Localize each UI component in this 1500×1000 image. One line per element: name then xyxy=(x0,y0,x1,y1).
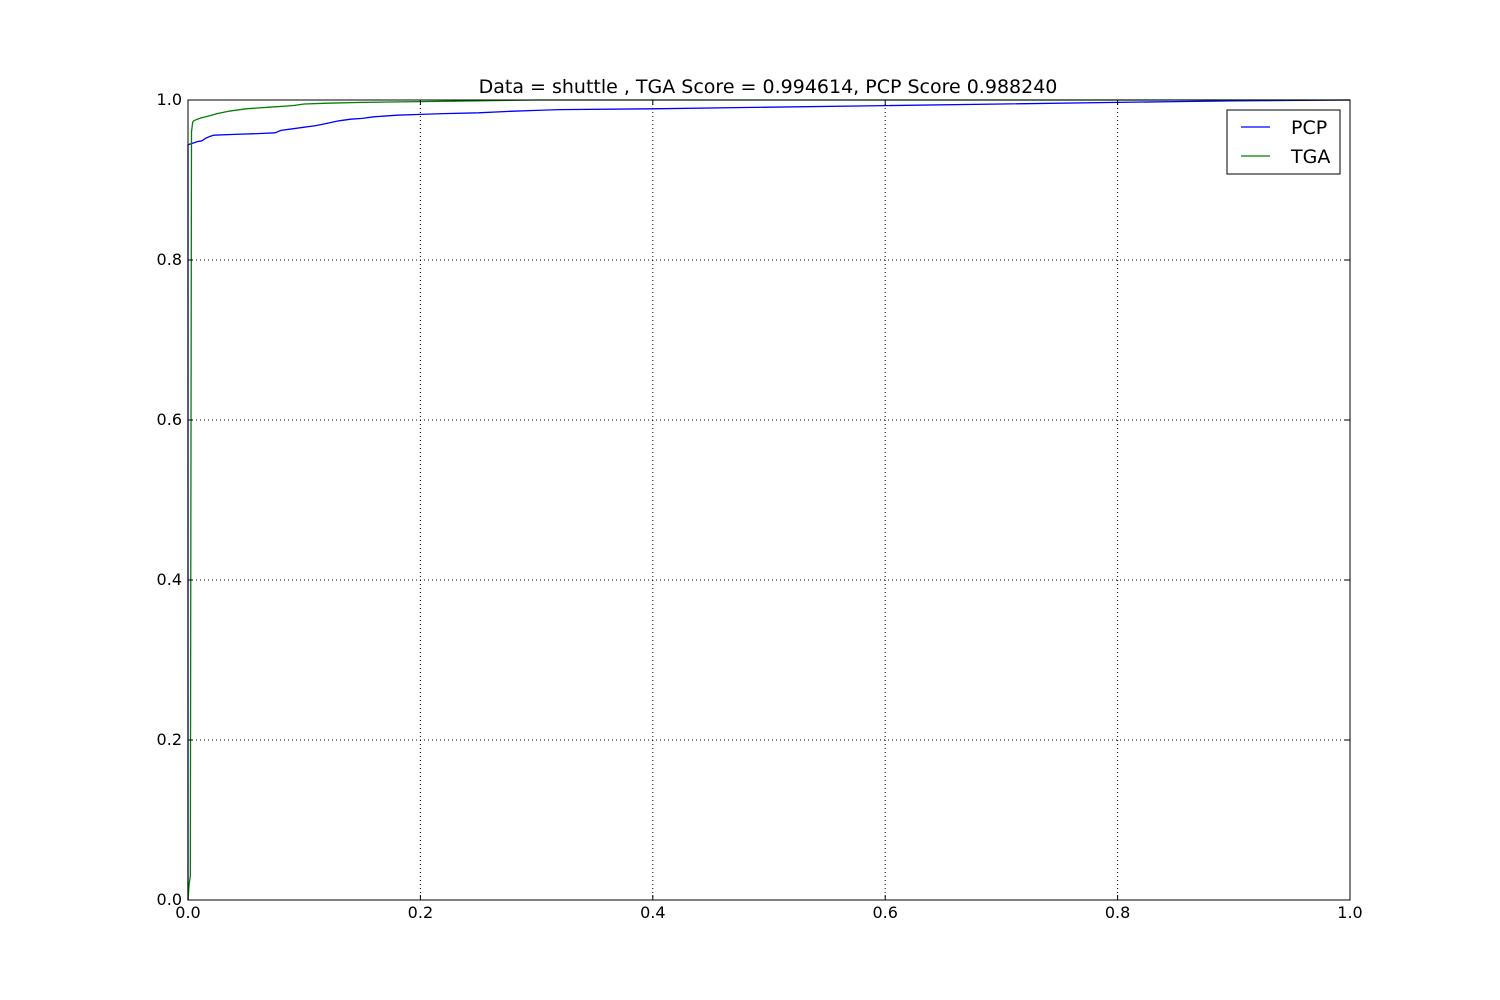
legend-box xyxy=(1226,109,1341,175)
chart-title: Data = shuttle , TGA Score = 0.994614, P… xyxy=(479,76,1058,98)
series-line-pcp xyxy=(187,99,1351,900)
x-tick-label: 0.8 xyxy=(1105,903,1130,922)
y-tick-label: 0.0 xyxy=(157,890,182,909)
axis-ticks: 0.0 0.2 0.4 0.6 0.8 1.0 0.0 0.2 0.4 0.6 0.8 1.0 xyxy=(157,90,1363,922)
y-tick-label: 1.0 xyxy=(157,90,182,109)
legend-label-pcp: PCP xyxy=(1291,117,1327,139)
grid-lines xyxy=(188,100,1350,900)
y-tick-label: 0.8 xyxy=(157,250,182,269)
x-tick-label: 1.0 xyxy=(1337,903,1362,922)
y-tick-label: 0.4 xyxy=(157,570,182,589)
legend-label-tga: TGA xyxy=(1290,146,1330,168)
x-tick-label: 0.4 xyxy=(640,903,665,922)
plot-frame xyxy=(187,99,1351,901)
series-line-tga xyxy=(187,99,1350,901)
y-tick-label: 0.6 xyxy=(157,410,182,429)
legend: PCP TGA xyxy=(1226,109,1341,175)
x-tick-label: 0.0 xyxy=(175,903,200,922)
y-tick-label: 0.2 xyxy=(157,730,182,749)
x-tick-label: 0.6 xyxy=(872,903,897,922)
plot-series xyxy=(187,99,1351,901)
x-tick-label: 0.2 xyxy=(408,903,433,922)
